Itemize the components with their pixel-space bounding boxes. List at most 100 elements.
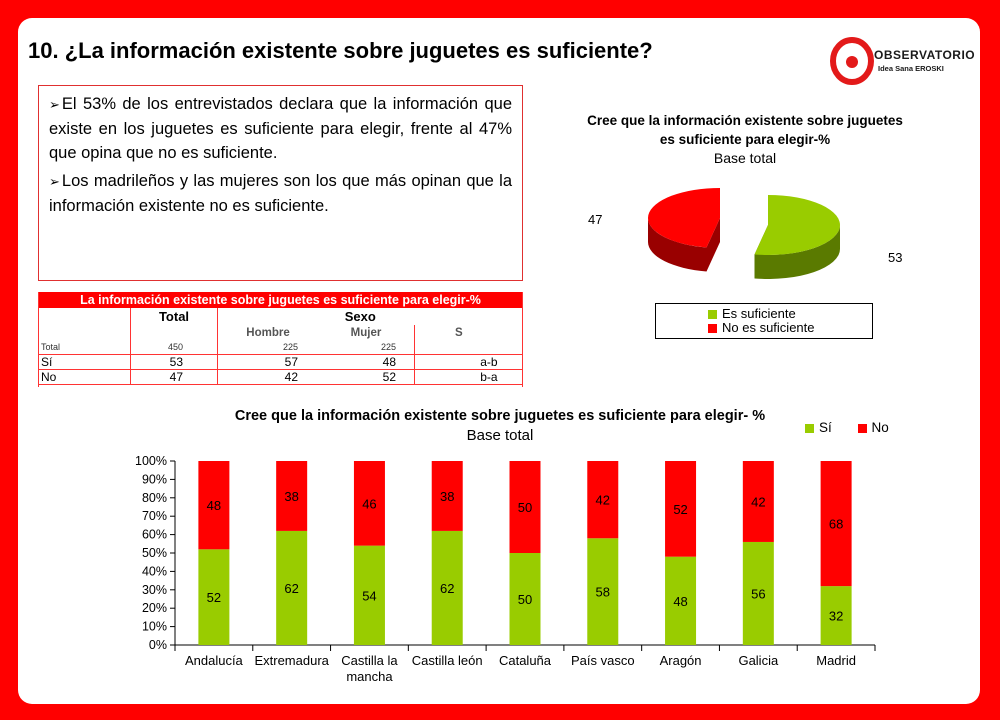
x-tick-label: mancha bbox=[346, 669, 393, 684]
cell-total: 47 bbox=[130, 369, 218, 384]
data-label-no: 42 bbox=[751, 494, 765, 509]
cell-hombre: 225 bbox=[282, 341, 298, 352]
bar-chart: 0% 10% 20% 30% 40% 50% 60% 70% 80% 90% 100% 52 48 And… bbox=[135, 454, 876, 684]
col-hombre: Hombre bbox=[246, 326, 290, 339]
bar-title-text: Cree que la información existente sobre … bbox=[234, 408, 766, 424]
bar-si bbox=[587, 538, 619, 645]
pie-subtitle: Base total bbox=[713, 150, 777, 166]
x-tick-label: Castilla la bbox=[341, 653, 398, 668]
pie-slice-si-side bbox=[754, 225, 840, 279]
x-tick-label: País vasco bbox=[571, 653, 635, 668]
pie-chart-title: Cree que la información existente sobre … bbox=[580, 111, 910, 168]
y-tick-label: 0% bbox=[149, 638, 167, 652]
x-tick-label: Cataluña bbox=[499, 653, 552, 668]
legend-swatch-si bbox=[708, 310, 717, 320]
row-label: No bbox=[38, 369, 131, 384]
cell-mujer: 48 bbox=[318, 354, 415, 369]
legend-label-si: Es suficiente bbox=[722, 306, 796, 321]
data-label-no: 48 bbox=[207, 498, 221, 513]
col-s: S bbox=[454, 326, 463, 339]
y-tick-label: 60% bbox=[142, 528, 167, 542]
page-title: 10. ¿La información existente sobre jugu… bbox=[28, 38, 653, 63]
bar-si bbox=[353, 545, 385, 645]
table-title: La información existente sobre juguetes … bbox=[38, 292, 523, 308]
y-tick-label: 50% bbox=[142, 546, 167, 560]
legend-label-si: Sí bbox=[819, 420, 832, 435]
bullet-2: ➢ Los madrileños y las mujeres son los qu… bbox=[49, 169, 512, 218]
arrow-bullet-icon: ➢ bbox=[49, 174, 60, 189]
y-tick-label: 20% bbox=[142, 601, 167, 615]
bar-no bbox=[431, 461, 463, 531]
pie-slice-si bbox=[754, 195, 840, 255]
legend-swatch-no bbox=[708, 324, 717, 334]
cell-hombre: 57 bbox=[284, 354, 298, 369]
data-label-no: 68 bbox=[829, 517, 843, 532]
data-label-no: 38 bbox=[440, 489, 454, 504]
data-label-si: 50 bbox=[518, 592, 532, 607]
bullet-1-text: El 53% de los entrevistados declara que … bbox=[49, 95, 512, 162]
data-label-no: 46 bbox=[362, 496, 376, 511]
arrow-bullet-icon: ➢ bbox=[49, 97, 60, 112]
bar-si bbox=[198, 549, 230, 645]
y-tick-label: 100% bbox=[135, 454, 167, 468]
legend-item-no: No es suficiente bbox=[708, 321, 815, 335]
bar-si bbox=[431, 530, 463, 645]
bar-si bbox=[665, 556, 697, 645]
data-label-no: 50 bbox=[518, 500, 532, 515]
bar-no bbox=[587, 461, 619, 539]
cell-total: 53 bbox=[130, 354, 218, 369]
data-label-no: 52 bbox=[673, 502, 687, 517]
pie-slice-no-side bbox=[648, 218, 707, 272]
bar-no bbox=[353, 461, 385, 546]
table-row: Sí 53 57 48 a-b bbox=[38, 354, 523, 369]
data-label-no: 42 bbox=[596, 493, 610, 508]
y-tick-label: 70% bbox=[142, 509, 167, 523]
row-label: Total bbox=[38, 340, 131, 354]
data-label-si: 62 bbox=[440, 581, 454, 596]
row-label: Sí bbox=[38, 354, 131, 369]
pie-label-si: 53 bbox=[888, 250, 902, 265]
data-label-si: 32 bbox=[829, 609, 843, 624]
pie-title-text: Cree que la información existente sobre … bbox=[587, 113, 903, 147]
bar-si bbox=[276, 530, 308, 645]
table-row: No 47 42 52 b-a bbox=[38, 369, 523, 384]
legend-swatch-si bbox=[805, 423, 814, 433]
table-row: Total 450 225 225 bbox=[38, 340, 523, 354]
pie-chart: 53 47 bbox=[588, 188, 902, 279]
cell-total: 450 bbox=[130, 340, 218, 354]
bar-no bbox=[742, 461, 774, 542]
legend-label-no: No bbox=[871, 420, 889, 435]
cell-hombre: 42 bbox=[284, 369, 298, 384]
bar-legend: Sí No bbox=[805, 420, 889, 435]
results-table: La información existente sobre juguetes … bbox=[38, 292, 523, 385]
summary-textbox: ➢ El 53% de los entrevistados declara que… bbox=[38, 85, 523, 281]
bullet-1: ➢ El 53% de los entrevistados declara que… bbox=[49, 92, 512, 165]
y-tick-label: 30% bbox=[142, 583, 167, 597]
legend-item-si: Es suficiente bbox=[708, 307, 796, 321]
pie-slice-no-cut bbox=[706, 218, 720, 272]
bar-no bbox=[198, 461, 230, 550]
cell-s bbox=[415, 340, 503, 354]
data-label-si: 58 bbox=[596, 585, 610, 600]
bar-si bbox=[509, 553, 541, 645]
data-label-si: 62 bbox=[284, 581, 298, 596]
x-tick-label: Castilla león bbox=[412, 653, 483, 668]
y-tick-label: 80% bbox=[142, 491, 167, 505]
x-tick-label: Galicia bbox=[738, 653, 779, 668]
observatorio-logo: OBSERVATORIO Idea Sana EROSKI bbox=[830, 36, 980, 86]
x-tick-label: Aragón bbox=[660, 653, 702, 668]
bar-si bbox=[820, 586, 852, 645]
data-label-no: 38 bbox=[284, 489, 298, 504]
x-tick-label: Extremadura bbox=[254, 653, 329, 668]
pie-slice-no bbox=[647, 188, 720, 248]
cell-mujer: 225 bbox=[318, 340, 415, 354]
bar-chart-title: Cree que la información existente sobre … bbox=[160, 406, 840, 446]
x-tick-label: Madrid bbox=[816, 653, 856, 668]
bar-no bbox=[665, 461, 697, 557]
logo-sub-text: Idea Sana EROSKI bbox=[878, 64, 944, 73]
data-label-si: 48 bbox=[673, 594, 687, 609]
bar-no bbox=[820, 461, 852, 587]
x-tick-label: Andalucía bbox=[185, 653, 244, 668]
y-tick-label: 10% bbox=[142, 620, 167, 634]
bar-si bbox=[742, 541, 774, 645]
